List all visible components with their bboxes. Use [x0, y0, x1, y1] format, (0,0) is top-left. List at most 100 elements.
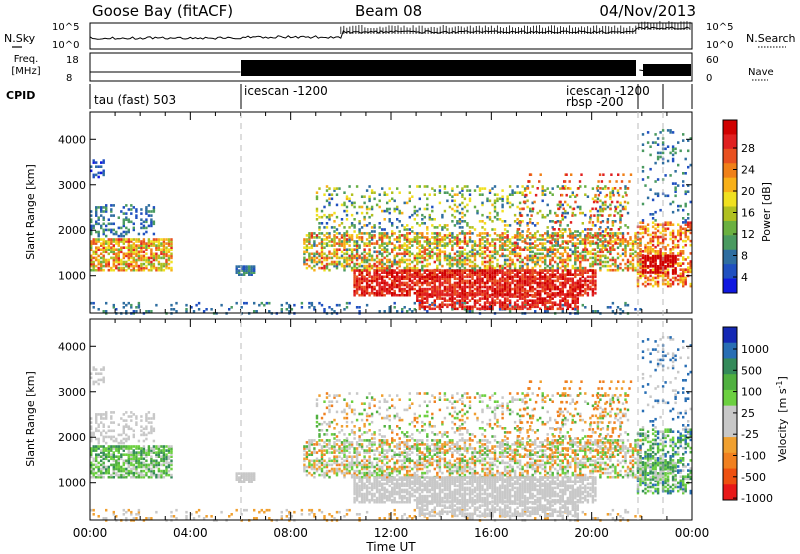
- power-cell: [125, 230, 128, 234]
- power-cell: [320, 244, 324, 247]
- power-cell: [388, 258, 391, 262]
- power-cell: [461, 250, 464, 254]
- power-cell: [115, 256, 118, 260]
- power-cell: [170, 303, 173, 307]
- power-cell: [431, 275, 434, 279]
- power-cell: [561, 297, 564, 300]
- power-cell: [122, 266, 125, 270]
- power-cell: [421, 305, 424, 309]
- power-cell: [436, 269, 439, 272]
- power-cell: [308, 256, 311, 260]
- power-cell: [591, 289, 595, 293]
- power-cell: [515, 234, 518, 238]
- power-cell: [483, 269, 487, 272]
- power-cell: [423, 275, 426, 279]
- power-cell: [523, 283, 527, 287]
- power-cell: [456, 250, 459, 254]
- power-cell: [378, 262, 381, 266]
- power-cell: [626, 232, 630, 235]
- power-cell: [483, 256, 487, 260]
- power-cell: [393, 306, 396, 309]
- power-cell: [576, 293, 579, 297]
- power-cell: [391, 273, 394, 276]
- beam-title: Beam 08: [355, 2, 422, 20]
- power-cell: [358, 279, 361, 283]
- power-cell: [529, 273, 532, 276]
- power-cell: [486, 285, 489, 289]
- power-cell: [363, 254, 366, 258]
- power-cell: [609, 213, 612, 217]
- power-cell: [451, 236, 454, 239]
- power-cell: [438, 281, 442, 285]
- power-cell: [488, 191, 492, 194]
- power-cell: [601, 241, 605, 245]
- freq-trace: [90, 69, 652, 73]
- power-cell: [579, 289, 582, 293]
- power-cell: [318, 252, 321, 256]
- power-cell: [671, 182, 675, 185]
- power-cell: [328, 240, 331, 243]
- power-cell: [529, 299, 532, 302]
- power-cell: [506, 281, 509, 285]
- power-cell: [511, 258, 514, 262]
- power-cell: [373, 197, 376, 201]
- power-cell: [428, 295, 431, 298]
- power-cell: [431, 285, 434, 289]
- power-cell: [152, 242, 156, 245]
- power-cell: [167, 242, 171, 245]
- power-cell: [423, 281, 426, 285]
- power-cell: [458, 260, 462, 264]
- power-cell: [365, 232, 369, 235]
- power-cell: [353, 283, 356, 287]
- power-cell: [483, 260, 487, 264]
- power-cell: [325, 189, 329, 192]
- power-cell: [388, 211, 391, 215]
- power-cell: [110, 208, 113, 211]
- power-cell: [536, 277, 539, 281]
- power-cell: [463, 293, 467, 296]
- power-cell: [451, 295, 454, 298]
- power-cell: [476, 185, 479, 188]
- power-cell: [162, 262, 166, 266]
- power-cell: [152, 206, 156, 209]
- power-cell: [453, 193, 457, 196]
- power-cell: [503, 301, 507, 304]
- power-cell: [664, 221, 667, 224]
- power-cell: [621, 310, 625, 313]
- power-cell: [682, 239, 685, 243]
- power-cell: [370, 266, 374, 270]
- power-cell: [689, 282, 692, 286]
- power-cell: [661, 241, 665, 245]
- power-cell: [546, 264, 549, 268]
- power-cell: [559, 299, 562, 302]
- noise-panel: N.Sky 10^5 10^0 10^5 10^0 N.Search: [4, 21, 796, 51]
- power-cell: [125, 310, 128, 313]
- power-cell: [589, 232, 592, 235]
- power-cell: [574, 269, 577, 272]
- power-cell: [125, 240, 128, 243]
- power-cell: [496, 287, 499, 291]
- power-cell: [574, 285, 577, 289]
- power-cell: [501, 209, 504, 213]
- power-cell: [308, 258, 311, 262]
- power-cell: [621, 268, 625, 272]
- power-cell: [682, 278, 685, 282]
- power-cell: [100, 260, 103, 264]
- power-cell: [448, 232, 452, 235]
- power-cell: [122, 262, 125, 266]
- power-cell: [140, 262, 143, 266]
- power-cell: [92, 252, 95, 256]
- power-cell: [654, 276, 657, 280]
- power-cell: [446, 289, 449, 293]
- power-cell: [120, 238, 123, 241]
- power-cell: [95, 222, 98, 226]
- power-cell: [548, 248, 552, 251]
- power-cell: [531, 258, 534, 262]
- power-cell: [383, 242, 386, 245]
- power-cell: [127, 240, 130, 243]
- power-cell: [335, 266, 339, 270]
- power-cell: [570, 173, 573, 176]
- power-cell: [125, 216, 128, 219]
- power-cell: [150, 266, 153, 270]
- power-cell: [453, 262, 457, 266]
